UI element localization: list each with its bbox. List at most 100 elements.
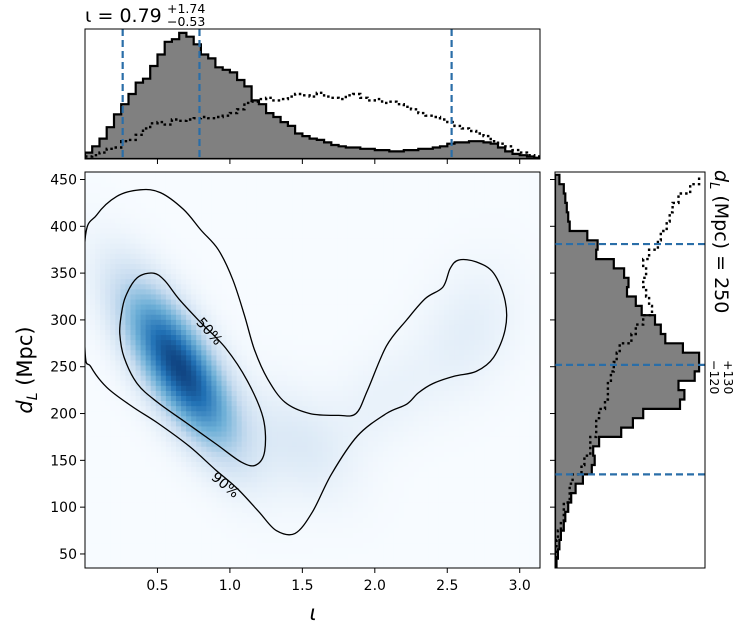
heatmap-cell: [226, 385, 233, 391]
heatmap-cell: [125, 436, 132, 442]
heatmap-cell: [373, 380, 379, 386]
heatmap-cell: [170, 329, 177, 336]
heatmap-cell: [186, 238, 192, 244]
heatmap-cell: [373, 349, 379, 356]
heatmap-cell: [312, 324, 319, 330]
heatmap-cell: [246, 222, 253, 229]
heatmap-cell: [130, 273, 137, 280]
heatmap-cell: [292, 268, 298, 275]
heatmap-cell: [302, 420, 309, 427]
heatmap-cell: [246, 527, 253, 534]
heatmap-cell: [307, 268, 314, 275]
heatmap-cell: [388, 420, 394, 427]
heatmap-cell: [85, 293, 91, 300]
heatmap-cell: [267, 405, 273, 412]
heatmap-cell: [170, 481, 177, 488]
heatmap-cell: [282, 532, 288, 539]
heatmap-cell: [211, 527, 218, 534]
heatmap-cell: [277, 212, 283, 219]
heatmap-cell: [317, 547, 324, 554]
heatmap-cell: [327, 415, 334, 422]
heatmap-cell: [186, 217, 192, 224]
heatmap-cell: [327, 451, 334, 457]
heatmap-cell: [302, 395, 309, 402]
heatmap-cell: [115, 253, 121, 259]
heatmap-cell: [196, 542, 202, 549]
heatmap-cell: [277, 430, 283, 437]
heatmap-cell: [282, 238, 288, 244]
heatmap-cell: [337, 314, 344, 320]
heatmap-cell: [327, 334, 334, 341]
heatmap-cell: [155, 344, 162, 351]
heatmap-cell: [307, 466, 314, 473]
heatmap-cell: [251, 532, 258, 539]
heatmap-cell: [297, 436, 303, 442]
heatmap-cell: [90, 446, 96, 452]
heatmap-cell: [297, 187, 303, 193]
heatmap-cell: [95, 339, 101, 346]
heatmap-cell: [398, 420, 405, 427]
heatmap-cell: [170, 344, 177, 351]
heatmap-cell: [196, 354, 202, 361]
heatmap-cell: [170, 207, 177, 214]
heatmap-cell: [150, 395, 157, 402]
heatmap-cell: [186, 527, 192, 534]
heatmap-cell: [297, 552, 303, 559]
heatmap-cell: [251, 248, 258, 254]
heatmap-cell: [95, 258, 101, 264]
heatmap-cell: [277, 314, 283, 320]
heatmap-cell: [261, 527, 268, 534]
heatmap-cell: [383, 385, 389, 391]
heatmap-cell: [201, 187, 207, 193]
heatmap-cell: [317, 471, 324, 478]
heatmap-cell: [110, 319, 116, 325]
heatmap-cell: [226, 496, 233, 503]
heatmap-cell: [165, 227, 172, 234]
heatmap-cell: [241, 370, 248, 376]
heatmap-cell: [170, 446, 177, 452]
heatmap-cell: [105, 177, 111, 183]
heatmap-cell: [322, 400, 329, 407]
heatmap-cell: [302, 248, 309, 254]
heatmap-cell: [90, 253, 96, 259]
heatmap-cell: [90, 522, 96, 528]
heatmap-cell: [327, 319, 334, 325]
heatmap-cell: [332, 227, 339, 234]
heatmap-cell: [130, 349, 137, 356]
heatmap-cell: [282, 410, 288, 417]
heatmap-cell: [140, 395, 147, 402]
heatmap-cell: [100, 527, 106, 534]
heatmap-cell: [165, 293, 172, 300]
heatmap-cell: [337, 522, 344, 528]
heatmap-cell: [332, 359, 339, 366]
heatmap-cell: [246, 182, 253, 188]
heatmap-cell: [327, 172, 334, 178]
heatmap-cell: [105, 502, 111, 508]
heatmap-cell: [403, 314, 410, 320]
heatmap-cell: [241, 192, 248, 198]
heatmap-cell: [145, 395, 152, 402]
heatmap-cell: [85, 512, 91, 518]
heatmap-cell: [337, 359, 344, 366]
heatmap-cell: [155, 319, 162, 325]
heatmap-cell: [312, 334, 319, 341]
heatmap-cell: [170, 471, 177, 478]
heatmap-cell: [358, 562, 364, 568]
heatmap-cell: [110, 542, 116, 549]
heatmap-cell: [352, 552, 359, 559]
heatmap-cell: [307, 380, 314, 386]
heatmap-cell: [282, 420, 288, 427]
heatmap-cell: [201, 375, 207, 381]
heatmap-cell: [196, 288, 202, 295]
heatmap-cell: [206, 319, 212, 325]
heatmap-cell: [216, 380, 223, 386]
heatmap-cell: [155, 471, 162, 478]
heatmap-cell: [95, 405, 101, 412]
heatmap-cell: [181, 461, 187, 468]
heatmap-cell: [160, 456, 167, 462]
heatmap-cell: [347, 293, 354, 300]
heatmap-cell: [201, 532, 207, 539]
heatmap-cell: [130, 324, 137, 330]
heatmap-cell: [125, 537, 132, 544]
heatmap-cell: [282, 314, 288, 320]
